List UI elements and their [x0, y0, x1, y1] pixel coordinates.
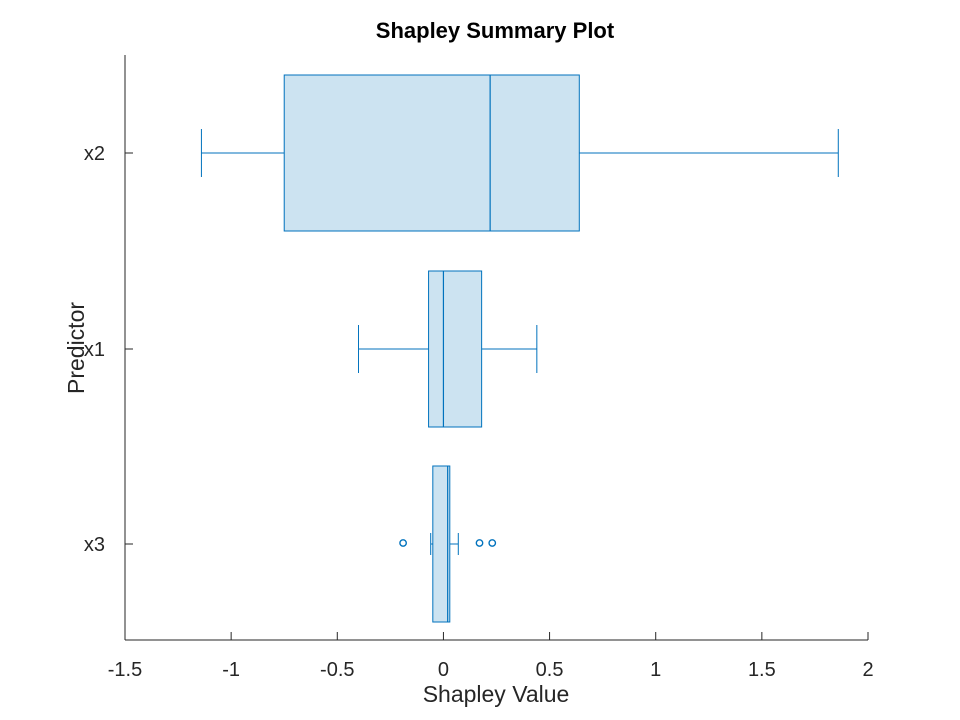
chart-title: Shapley Summary Plot — [376, 18, 615, 43]
y-tick-label-x2: x2 — [84, 143, 105, 165]
y-axis-label: Predictor — [63, 302, 89, 394]
y-tick-label-x1: x1 — [84, 339, 105, 361]
box-x3 — [432, 465, 451, 623]
y-tick-label-x3: x3 — [84, 534, 105, 556]
x-axis-label: Shapley Value — [423, 681, 570, 707]
plot-area: -1.5 -1 -0.5 0 0.5 1 1.5 2 x2 x1 x3 — [84, 55, 874, 681]
x-tick-label: 1 — [650, 659, 661, 681]
x-tick-label: -1.5 — [108, 659, 142, 681]
outlier-x3 — [488, 539, 497, 547]
x-tick-label: -0.5 — [320, 659, 354, 681]
x-tick-label: 1.5 — [748, 659, 776, 681]
box-x1 — [428, 270, 483, 428]
box-x2 — [283, 74, 580, 232]
outlier-x3 — [475, 539, 484, 547]
outlier-x3 — [399, 539, 407, 547]
x-tick-label: 2 — [862, 659, 873, 681]
x-tick-label: 0 — [438, 659, 449, 681]
x-tick-label: -1 — [222, 659, 240, 681]
x-tick-label: 0.5 — [536, 659, 564, 681]
